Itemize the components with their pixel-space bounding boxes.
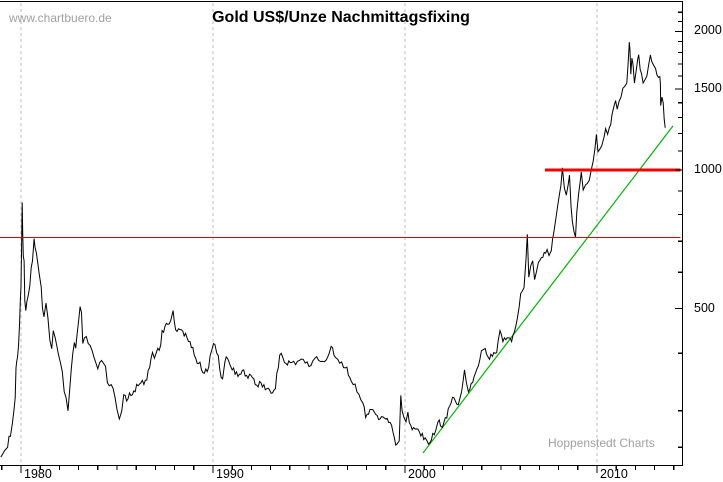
hoppenstedt-credit: Hoppenstedt Charts [548,436,655,450]
chartbuero-watermark: www.chartbuero.de [9,11,112,25]
x-tick-label-1980: 1980 [24,467,52,481]
gold-price-line [0,42,666,458]
y-tick-label-1000: 1000 [694,161,722,176]
x-tick-label-2000: 2000 [408,467,436,481]
x-tick-label-2010: 2010 [600,467,628,481]
uptrend-line [422,125,674,454]
chart-title: Gold US$/Unze Nachmittagsfixing [212,9,470,26]
x-tick-label-1990: 1990 [216,467,244,481]
y-tick-label-2000: 2000 [694,23,722,38]
y-tick-label-500: 500 [694,300,715,315]
y-tick-label-1500: 1500 [694,80,722,95]
